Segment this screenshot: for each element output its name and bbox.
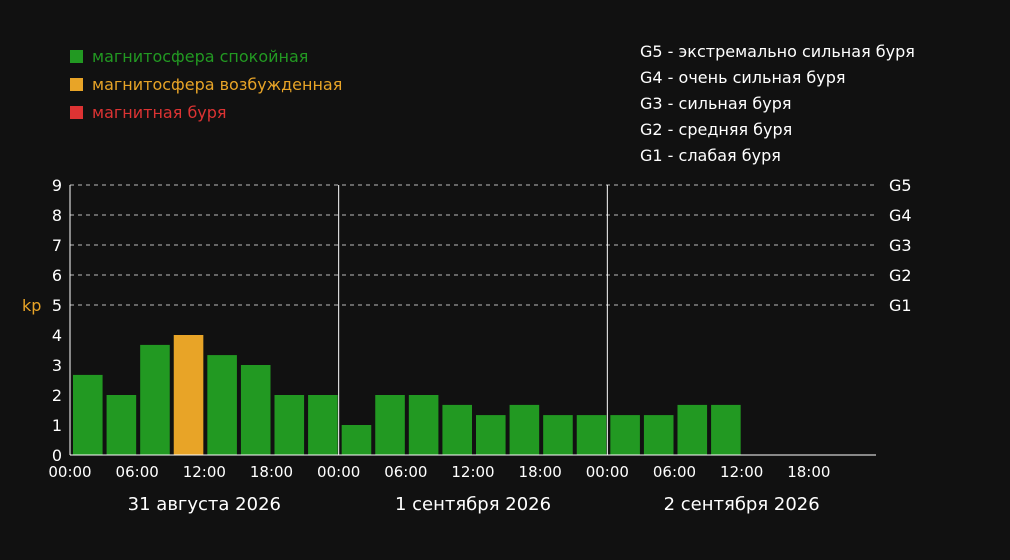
y-tick-label: 9: [52, 176, 62, 195]
bar-11: [442, 404, 472, 455]
bar-15: [576, 415, 607, 455]
x-tick-label: 06:00: [653, 463, 696, 481]
bar-2: [140, 344, 170, 455]
y-tick-label: 2: [52, 386, 62, 405]
x-tick-label: 06:00: [116, 463, 159, 481]
x-tick-label: 00:00: [317, 463, 360, 481]
storm-axis-label-g3: G3: [889, 236, 912, 255]
x-tick-label: 12:00: [451, 463, 494, 481]
storm-axis-label-g2: G2: [889, 266, 912, 285]
legend-item-calm: магнитосфера спокойная: [70, 42, 342, 70]
storm-axis-label-g5: G5: [889, 176, 912, 195]
x-tick-label: 12:00: [183, 463, 226, 481]
bar-16: [610, 415, 640, 455]
day-label: 31 августа 2026: [128, 494, 281, 515]
y-tick-label: 6: [52, 266, 62, 285]
bar-3: [173, 335, 204, 455]
legend-item-storm: магнитная буря: [70, 98, 342, 126]
bar-1: [106, 395, 137, 455]
storm-level-g3: G3 - сильная буря: [640, 94, 792, 113]
bar-7: [308, 395, 338, 455]
x-tick-label: 18:00: [787, 463, 830, 481]
x-tick-label: 06:00: [384, 463, 427, 481]
bar-6: [274, 395, 305, 455]
legend-label-calm: магнитосфера спокойная: [92, 46, 309, 66]
y-tick-label: 3: [52, 356, 62, 375]
storm-axis-label-g1: G1: [889, 296, 912, 315]
y-tick-label: 5: [52, 296, 62, 315]
y-tick-label: 8: [52, 206, 62, 225]
x-tick-label: 18:00: [519, 463, 562, 481]
bar-14: [543, 415, 573, 455]
storm-level-g2: G2 - средняя буря: [640, 120, 793, 139]
bar-0: [73, 374, 103, 455]
x-tick-label: 00:00: [48, 463, 91, 481]
legend-item-excited: магнитосфера возбужденная: [70, 70, 342, 98]
bar-18: [677, 404, 708, 455]
legend-swatch-storm: [70, 105, 83, 119]
bar-9: [375, 395, 405, 455]
day-label: 1 сентября 2026: [395, 494, 551, 515]
storm-level-g5: G5 - экстремально сильная буря: [640, 42, 915, 61]
storm-level-g4: G4 - очень сильная буря: [640, 68, 846, 87]
legend-swatch-calm: [70, 49, 83, 63]
x-tick-label: 12:00: [720, 463, 763, 481]
chart-legend: магнитосфера спокойная магнитосфера возб…: [70, 42, 342, 126]
legend-label-excited: магнитосфера возбужденная: [92, 74, 343, 94]
bar-19: [711, 404, 741, 455]
storm-level-legend: G5 - экстремально сильная буря G4 - очен…: [640, 42, 915, 172]
bar-5: [240, 365, 271, 455]
bar-13: [509, 404, 540, 455]
legend-swatch-excited: [70, 77, 83, 91]
bar-17: [643, 415, 674, 455]
storm-level-g1: G1 - слабая буря: [640, 146, 781, 165]
y-tick-label: 1: [52, 416, 62, 435]
bar-8: [341, 425, 372, 455]
bar-10: [408, 395, 439, 455]
bar-12: [476, 415, 506, 455]
y-tick-label: 0: [52, 446, 62, 465]
y-tick-label: 7: [52, 236, 62, 255]
x-tick-label: 18:00: [250, 463, 293, 481]
storm-axis-label-g4: G4: [889, 206, 912, 225]
legend-label-storm: магнитная буря: [92, 102, 227, 122]
y-tick-label: 4: [52, 326, 62, 345]
y-axis-label: kp: [22, 296, 41, 315]
x-tick-label: 00:00: [586, 463, 629, 481]
day-label: 2 сентября 2026: [664, 494, 820, 515]
bar-4: [207, 355, 237, 455]
